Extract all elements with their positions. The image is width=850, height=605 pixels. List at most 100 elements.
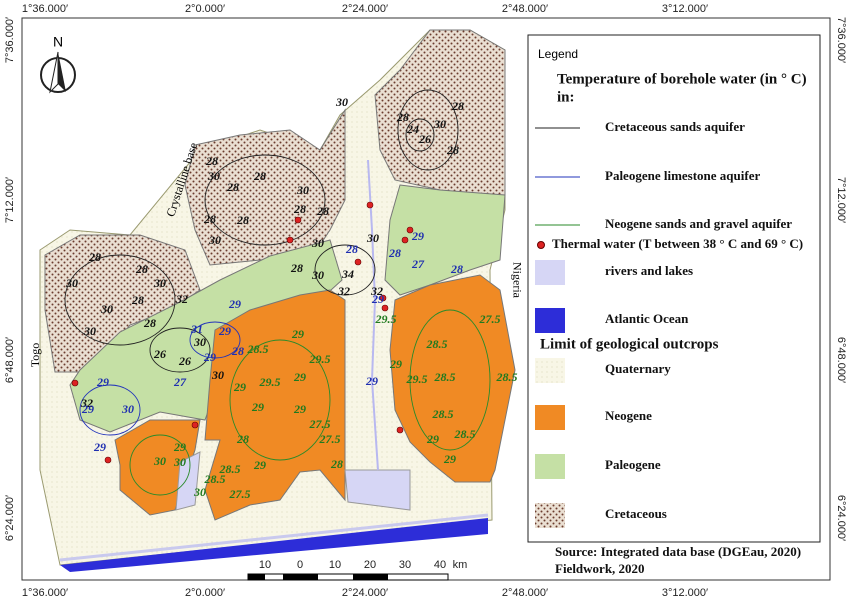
- contour-label: 29: [203, 350, 216, 364]
- legend-title: Legend: [538, 47, 578, 61]
- scale-label: 10: [259, 559, 271, 571]
- contour-label: 30: [366, 231, 379, 245]
- lon-label: 2°0.000′: [185, 587, 225, 599]
- lat-label: 7°36.000′: [835, 17, 847, 63]
- contour-label: 28.5: [432, 407, 454, 421]
- paleogene: [69, 239, 343, 433]
- contour-label: 28.5: [204, 472, 226, 486]
- contour-label: 29: [411, 229, 424, 243]
- legend-item: Atlantic Ocean: [605, 311, 689, 326]
- scale-label: 40: [434, 559, 446, 571]
- legend-item: Cretaceous sands aquifer: [605, 119, 745, 134]
- contour-label: 28: [450, 262, 463, 276]
- contour-label: 27.5: [309, 417, 331, 431]
- contour-label: 30: [433, 117, 446, 131]
- lon-label: 2°48.000′: [502, 3, 548, 15]
- lon-label: 2°0.000′: [185, 3, 225, 15]
- source: Source: Integrated data base (DGEau, 202…: [555, 544, 801, 559]
- contour-label: 30: [208, 233, 221, 247]
- contour-label: 28.5: [434, 370, 456, 384]
- contour-label: 30: [311, 236, 324, 250]
- legend-box: [527, 34, 821, 543]
- paleogene: [384, 184, 506, 296]
- legend-item: Quaternary: [605, 361, 671, 376]
- legend-item: Paleogene limestone aquifer: [605, 168, 760, 183]
- contour-label: 32: [175, 292, 188, 306]
- contour-label: 30: [296, 183, 309, 197]
- contour-label: 32: [80, 396, 93, 410]
- contour-label: 30: [153, 276, 166, 290]
- contour-label: 28: [236, 432, 249, 446]
- scale-label: 0: [297, 559, 303, 571]
- contour-label: 29: [443, 452, 456, 466]
- legend-item: Cretaceous: [605, 506, 667, 521]
- neogene: [389, 274, 516, 483]
- lat-label: 6°24.000′: [4, 495, 16, 541]
- legend-heading: Limit of geological outcrops: [540, 336, 719, 352]
- lagoon: [344, 469, 411, 511]
- legend-item: Neogene sands and gravel aquifer: [605, 216, 792, 231]
- contour-label: 30: [211, 368, 224, 382]
- legend-heading: Temperature of borehole water (in ° C): [557, 71, 807, 87]
- contour-label: 34: [341, 267, 354, 281]
- lat-label: 7°36.000′: [4, 17, 16, 63]
- place-label: Nigeria: [510, 262, 524, 299]
- lon-label: 3°12.000′: [662, 3, 708, 15]
- thermal-points: [71, 201, 414, 464]
- legend: [527, 34, 821, 543]
- contour-label: 28: [226, 180, 239, 194]
- contour-label: 29: [93, 440, 106, 454]
- legend-item: Thermal water (T between 38 ° C and 69 °…: [552, 236, 803, 251]
- neogene: [204, 289, 346, 521]
- contour-label: 29.5: [375, 312, 397, 326]
- contour-label: 27: [411, 257, 425, 271]
- contour-label: 29.5: [309, 352, 331, 366]
- contour-label: 29: [233, 380, 246, 394]
- contour-label: 30: [153, 454, 166, 468]
- north-arrow: N: [40, 34, 76, 94]
- scale-label: 20: [364, 559, 376, 571]
- contour-label: 29: [293, 402, 306, 416]
- contour-label: 29: [371, 292, 384, 306]
- contour-label: 28.5: [426, 337, 448, 351]
- contour-label: 28: [231, 344, 244, 358]
- contour-label: 28: [236, 213, 249, 227]
- legend-item: Neogene: [605, 408, 652, 423]
- north-label: N: [53, 34, 63, 50]
- contour-label: 29: [293, 370, 306, 384]
- contour-label: 29.5: [259, 375, 281, 389]
- geology: [39, 29, 516, 572]
- contour-label: 30: [65, 276, 78, 290]
- contour-label: 27.5: [479, 312, 501, 326]
- lon-label: 2°48.000′: [502, 587, 548, 599]
- contour-label: 28.5: [247, 342, 269, 356]
- contour-label: 28: [451, 99, 464, 113]
- scale-bar: [247, 573, 449, 581]
- contour-label: 28: [330, 457, 343, 471]
- scale-label: 30: [399, 559, 411, 571]
- lat-label: 6°48.000′: [835, 337, 847, 383]
- legend-heading: in:: [557, 89, 575, 105]
- lat-label: 7°12.000′: [4, 177, 16, 223]
- contour-label: 29: [173, 440, 186, 454]
- contour-label: 28.5: [454, 427, 476, 441]
- source: Fieldwork, 2020: [555, 561, 645, 576]
- contour-label: 30: [311, 268, 324, 282]
- contour-label: 28: [143, 316, 156, 330]
- contour-label: 29: [228, 297, 241, 311]
- contour-label: 27: [173, 375, 187, 389]
- scale-label: 10: [329, 559, 341, 571]
- contour-label: 30: [335, 95, 348, 109]
- contour-label: 28: [290, 261, 303, 275]
- contour-label: 31: [190, 322, 203, 336]
- lon-label: 2°24.000′: [342, 3, 388, 15]
- contour-label: 27.5: [229, 487, 251, 501]
- lat-label: 6°24.000′: [835, 495, 847, 541]
- lat-label: 7°12.000′: [835, 177, 847, 223]
- contour-label: 24: [406, 122, 419, 136]
- contour-label: 28: [388, 246, 401, 260]
- lake: [175, 451, 201, 511]
- contour-label: 28.5: [219, 462, 241, 476]
- lat-label: 6°48.000′: [4, 337, 16, 383]
